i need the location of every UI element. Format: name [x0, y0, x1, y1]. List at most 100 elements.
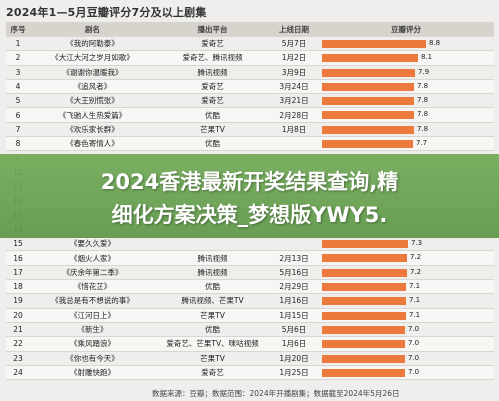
row-score-cell: 7.0: [318, 337, 494, 350]
table-row: 19 《我总是有不想说的事》 腾讯视频、芒果TV 1月16日 7.1: [6, 294, 494, 309]
row-platform: 爱奇艺: [201, 96, 224, 106]
row-score-cell: 7.2: [318, 266, 494, 279]
source-note: 数据来源：豆瓣；数据范围：2024年开播剧集；数据截至2024年5月26日: [152, 389, 400, 398]
row-rank: 3: [15, 67, 21, 77]
row-date: 1月15日: [279, 310, 309, 320]
header-date: 上线日期: [279, 24, 309, 34]
score-label: 7.7: [416, 139, 428, 148]
row-date: 5月7日: [281, 39, 307, 49]
row-score-cell: 7.3: [318, 237, 494, 250]
score-bar: [322, 268, 407, 277]
row-date: 1月16日: [279, 296, 309, 306]
row-date: 3月21日: [279, 96, 309, 106]
table-row: 21 《新生》 优酷 5月6日 7.0: [6, 323, 494, 338]
row-title: 《要久久爱》: [70, 239, 115, 249]
row-platform: 腾讯视频: [197, 253, 228, 263]
row-title: 《你也有今天》: [66, 353, 119, 363]
row-rank: 8: [15, 139, 21, 149]
row-rank: 6: [15, 110, 21, 120]
score-bar: [322, 240, 408, 249]
row-title: 《乘风踏浪》: [70, 339, 115, 349]
row-score-cell: 7.8: [318, 94, 494, 107]
row-rank: 17: [13, 267, 23, 277]
row-platform: 爱奇艺、芒果TV、咪咕视频: [166, 339, 259, 349]
row-score-cell: 7.1: [318, 309, 494, 322]
table-row: 18 《惜花芷》 优酷 2月29日 7.1: [6, 280, 494, 295]
row-platform: 优酷: [205, 110, 220, 120]
score-label: 7.9: [418, 67, 430, 76]
table-row: 23 《你也有今天》 芒果TV 1月20日 7.0: [6, 352, 494, 366]
score-bar: [322, 125, 414, 134]
row-rank: 2: [15, 53, 21, 63]
table-row: 8 《春色寄情人》 优酷 7.7: [6, 137, 494, 152]
row-score-cell: 7.9: [318, 66, 494, 79]
row-score-cell: 8.1: [318, 51, 494, 64]
row-platform: 芒果TV: [200, 124, 225, 134]
score-label: 7.8: [417, 81, 429, 90]
row-title: 《我的阿勒泰》: [66, 39, 119, 49]
score-bar: [322, 140, 413, 149]
table-row: 7 《欢乐家长群》 芒果TV 1月8日 7.8: [6, 123, 494, 138]
row-rank: 21: [13, 325, 23, 335]
score-label: 7.0: [408, 353, 420, 362]
row-score-cell: 7.8: [318, 80, 494, 93]
score-label: 7.3: [411, 239, 423, 248]
score-bar: [322, 40, 426, 48]
row-platform: 爱奇艺、腾讯视频: [182, 53, 243, 63]
score-label: 8.8: [429, 39, 441, 47]
row-title: 《大王别慌张》: [66, 96, 119, 106]
score-label: 7.1: [409, 310, 421, 319]
row-date: 2月28日: [279, 110, 309, 120]
row-score-cell: 7.8: [318, 123, 494, 136]
score-bar: [322, 82, 414, 91]
row-date: 5月6日: [281, 325, 307, 335]
table-row: 17 《庆余年第二季》 腾讯视频 5月16日 7.2: [6, 266, 494, 281]
score-bar: [322, 68, 415, 77]
score-label: 7.1: [409, 282, 421, 291]
row-title: 《烟火人家》: [70, 253, 115, 263]
row-platform: 爱奇艺: [201, 39, 224, 49]
row-date: 1月2日: [281, 53, 307, 63]
row-date: 1月8日: [281, 124, 307, 134]
table-row: 24 《射雕快跑》 爱奇艺 1月25日 7.0: [6, 365, 494, 381]
row-rank: 16: [13, 253, 23, 263]
table-header: 序号 剧名 播出平台 上线日期 豆瓣评分: [6, 22, 494, 37]
row-title: 《谢谢你温暖我》: [62, 67, 123, 77]
row-title: 《惜花芷》: [73, 282, 112, 292]
table-row: 15 《要久久爱》 7.3: [6, 237, 494, 252]
row-date: 3月9日: [281, 67, 307, 77]
row-platform: 腾讯视频、芒果TV: [181, 296, 244, 306]
row-title: 《射雕快跑》: [70, 367, 115, 377]
score-bar: [322, 254, 407, 263]
row-date: 2月13日: [279, 253, 309, 263]
overlay-banner: [0, 154, 499, 238]
row-platform: 爱奇艺: [201, 367, 224, 377]
table-row: 6 《飞驰人生热爱篇》 优酷 2月28日 7.8: [6, 108, 494, 123]
chart-title: 2024年1—5月豆瓣评分7分及以上剧集: [6, 6, 207, 19]
row-title: 《追风者》: [73, 82, 112, 92]
row-platform: 爱奇艺: [201, 82, 224, 92]
row-rank: 22: [13, 339, 23, 349]
row-score-cell: 7.0: [318, 352, 494, 365]
row-title: 《春色寄情人》: [66, 139, 119, 149]
score-label: 7.0: [408, 367, 420, 376]
header-score: 豆瓣评分: [391, 25, 421, 34]
header-rank: 序号: [10, 24, 26, 34]
row-score-cell: 7.0: [318, 323, 494, 336]
score-label: 7.2: [410, 253, 422, 262]
row-score-cell: 7.7: [318, 137, 494, 150]
row-title: 《庆余年第二季》: [62, 267, 123, 277]
row-platform: 优酷: [205, 139, 220, 149]
score-bar: [322, 354, 405, 363]
row-platform: 芒果TV: [200, 310, 225, 320]
row-score-cell: 7.8: [318, 108, 494, 121]
row-title: 《新生》: [77, 325, 108, 335]
table-row: 20 《江河日上》 芒果TV 1月15日 7.1: [6, 308, 494, 323]
score-label: 7.0: [408, 324, 420, 333]
score-bar: [322, 368, 405, 377]
table-row: 2 《大江大河之岁月如歌》 爱奇艺、腾讯视频 1月2日 8.1: [6, 51, 494, 66]
row-rank: 19: [13, 296, 23, 306]
row-date: 1月6日: [281, 339, 307, 349]
row-title: 《欢乐家长群》: [66, 124, 119, 134]
table-row: 4 《追风者》 爱奇艺 3月24日 7.8: [6, 79, 494, 95]
